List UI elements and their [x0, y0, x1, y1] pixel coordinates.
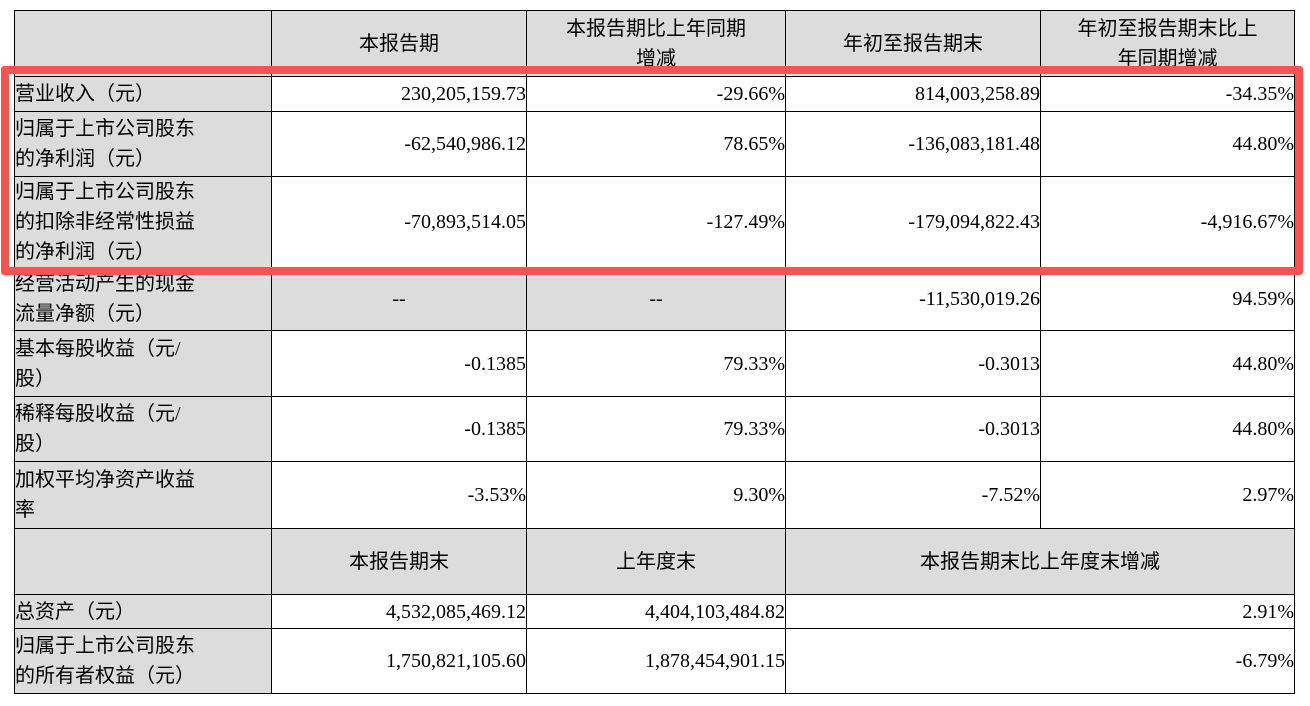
cell-yoy: 9.30%: [526, 461, 786, 529]
table-row-basic-eps: 基本每股收益（元/ 股） -0.1385 79.33% -0.3013 44.8…: [14, 330, 1295, 397]
cell-yoy: 78.65%: [526, 111, 786, 177]
header-corner-cell: [14, 10, 272, 77]
cell-yoy: -29.66%: [526, 76, 786, 112]
table-row-net-profit: 归属于上市公司股东 的净利润（元） -62,540,986.12 78.65% …: [14, 111, 1295, 177]
table-row-diluted-eps: 稀释每股收益（元/ 股） -0.1385 79.33% -0.3013 44.8…: [14, 396, 1295, 462]
table-row-weighted-roe: 加权平均净资产收益 率 -3.53% 9.30% -7.52% 2.97%: [14, 461, 1295, 529]
cell-change: -6.79%: [785, 628, 1295, 694]
cell-ytd-yoy: 94.59%: [1040, 267, 1295, 331]
cell-ytd: -179,094,822.43: [785, 176, 1041, 268]
cell-ytd: -7.52%: [785, 461, 1041, 529]
cell-yoy: 79.33%: [526, 330, 786, 397]
financial-summary-table: 本报告期 本报告期比上年同期 增减 年初至报告期末 年初至报告期末比上 年同期增…: [14, 10, 1295, 694]
row-label: 加权平均净资产收益 率: [14, 461, 272, 529]
table-row-owners-equity: 归属于上市公司股东 的所有者权益（元） 1,750,821,105.60 1,8…: [14, 628, 1295, 694]
cell-ytd-yoy: -34.35%: [1040, 76, 1295, 112]
header-period-end: 本报告期末: [271, 528, 527, 595]
table-row-total-assets: 总资产（元） 4,532,085,469.12 4,404,103,484.82…: [14, 594, 1295, 629]
row-label: 归属于上市公司股东 的扣除非经常性损益 的净利润（元）: [14, 176, 272, 268]
cell-change: 2.91%: [785, 594, 1295, 629]
cell-prev-year-end: 4,404,103,484.82: [526, 594, 786, 629]
cell-period-end: 4,532,085,469.12: [271, 594, 527, 629]
cell-ytd: -0.3013: [785, 396, 1041, 462]
cell-ytd: -136,083,181.48: [785, 111, 1041, 177]
cell-period-end: 1,750,821,105.60: [271, 628, 527, 694]
row-label: 归属于上市公司股东 的净利润（元）: [14, 111, 272, 177]
row-label: 经营活动产生的现金 流量净额（元）: [14, 267, 272, 331]
cell-current: 230,205,159.73: [271, 76, 527, 112]
row-label: 稀释每股收益（元/ 股）: [14, 396, 272, 462]
cell-ytd: -0.3013: [785, 330, 1041, 397]
cell-ytd: -11,530,019.26: [785, 267, 1041, 331]
cell-ytd-yoy: -4,916.67%: [1040, 176, 1295, 268]
header-ytd: 年初至报告期末: [785, 10, 1041, 77]
row-label: 归属于上市公司股东 的所有者权益（元）: [14, 628, 272, 694]
table-row-operating-cash-flow: 经营活动产生的现金 流量净额（元） -- -- -11,530,019.26 9…: [14, 267, 1295, 331]
cell-ytd-yoy: 44.80%: [1040, 396, 1295, 462]
cell-ytd-yoy: 2.97%: [1040, 461, 1295, 529]
table-row-deducted-net-profit: 归属于上市公司股东 的扣除非经常性损益 的净利润（元） -70,893,514.…: [14, 176, 1295, 268]
cell-yoy-empty: --: [526, 267, 786, 331]
cell-current: -0.1385: [271, 330, 527, 397]
row-label: 总资产（元）: [14, 594, 272, 629]
header-change-vs-prev-year-end: 本报告期末比上年度末增减: [785, 528, 1295, 595]
table-header-row-1: 本报告期 本报告期比上年同期 增减 年初至报告期末 年初至报告期末比上 年同期增…: [14, 10, 1295, 77]
header-prev-year-end: 上年度末: [526, 528, 786, 595]
header-corner-cell-2: [14, 528, 272, 595]
table-row-revenue: 营业收入（元） 230,205,159.73 -29.66% 814,003,2…: [14, 76, 1295, 112]
cell-prev-year-end: 1,878,454,901.15: [526, 628, 786, 694]
cell-current: -62,540,986.12: [271, 111, 527, 177]
cell-current: -3.53%: [271, 461, 527, 529]
cell-ytd: 814,003,258.89: [785, 76, 1041, 112]
cell-ytd-yoy: 44.80%: [1040, 111, 1295, 177]
cell-current-empty: --: [271, 267, 527, 331]
cell-yoy: 79.33%: [526, 396, 786, 462]
table-header-row-2: 本报告期末 上年度末 本报告期末比上年度末增减: [14, 528, 1295, 595]
cell-ytd-yoy: 44.80%: [1040, 330, 1295, 397]
cell-current: -70,893,514.05: [271, 176, 527, 268]
header-yoy-change: 本报告期比上年同期 增减: [526, 10, 786, 77]
header-ytd-yoy-change: 年初至报告期末比上 年同期增减: [1040, 10, 1295, 77]
row-label: 基本每股收益（元/ 股）: [14, 330, 272, 397]
cell-current: -0.1385: [271, 396, 527, 462]
row-label: 营业收入（元）: [14, 76, 272, 112]
cell-yoy: -127.49%: [526, 176, 786, 268]
header-current-period: 本报告期: [271, 10, 527, 77]
